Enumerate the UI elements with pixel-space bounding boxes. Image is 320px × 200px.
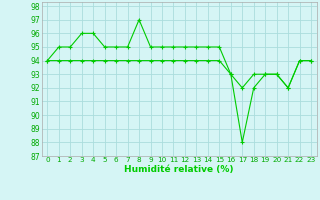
X-axis label: Humidité relative (%): Humidité relative (%) — [124, 165, 234, 174]
